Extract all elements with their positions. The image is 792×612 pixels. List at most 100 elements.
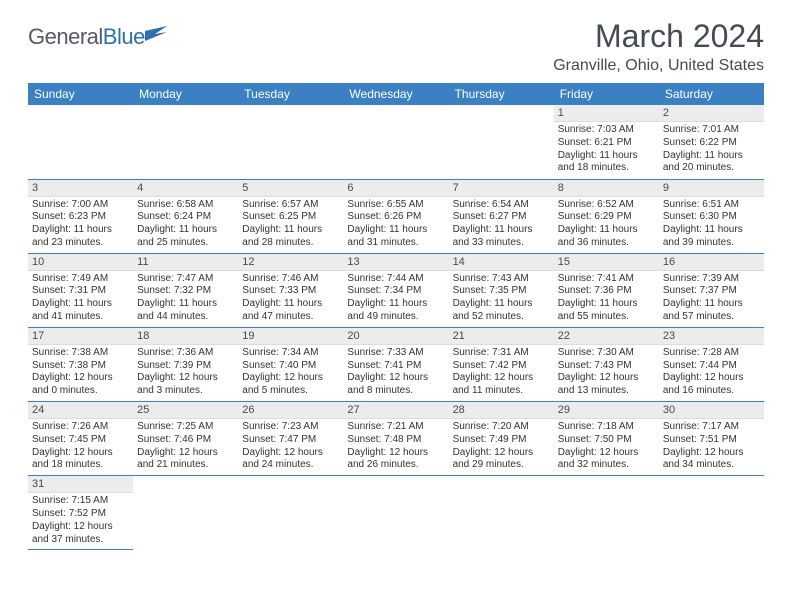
daylight-text: Daylight: 12 hours and 21 minutes. bbox=[137, 447, 234, 473]
day-info: Sunrise: 7:03 AMSunset: 6:21 PMDaylight:… bbox=[554, 122, 659, 178]
sunset-text: Sunset: 7:37 PM bbox=[663, 285, 760, 298]
day-info: Sunrise: 7:23 AMSunset: 7:47 PMDaylight:… bbox=[238, 419, 343, 475]
sunset-text: Sunset: 6:26 PM bbox=[347, 211, 444, 224]
sunrise-text: Sunrise: 7:30 AM bbox=[558, 347, 655, 360]
sunrise-text: Sunrise: 7:39 AM bbox=[663, 273, 760, 286]
sunrise-text: Sunrise: 6:58 AM bbox=[137, 199, 234, 212]
daylight-text: Daylight: 12 hours and 3 minutes. bbox=[137, 372, 234, 398]
day-info: Sunrise: 7:36 AMSunset: 7:39 PMDaylight:… bbox=[133, 345, 238, 401]
daylight-text: Daylight: 11 hours and 41 minutes. bbox=[32, 298, 129, 324]
weekday-header: Sunday bbox=[28, 83, 133, 105]
daylight-text: Daylight: 12 hours and 11 minutes. bbox=[453, 372, 550, 398]
day-number: 24 bbox=[28, 402, 133, 419]
day-number: 9 bbox=[659, 180, 764, 197]
day-info: Sunrise: 7:01 AMSunset: 6:22 PMDaylight:… bbox=[659, 122, 764, 178]
daylight-text: Daylight: 12 hours and 16 minutes. bbox=[663, 372, 760, 398]
weekday-header: Wednesday bbox=[343, 83, 448, 105]
calendar-day-cell: 8Sunrise: 6:52 AMSunset: 6:29 PMDaylight… bbox=[554, 179, 659, 253]
daylight-text: Daylight: 11 hours and 47 minutes. bbox=[242, 298, 339, 324]
calendar-day-cell: 5Sunrise: 6:57 AMSunset: 6:25 PMDaylight… bbox=[238, 179, 343, 253]
logo: GeneralBlue bbox=[28, 18, 169, 50]
sunrise-text: Sunrise: 7:20 AM bbox=[453, 421, 550, 434]
sunrise-text: Sunrise: 7:49 AM bbox=[32, 273, 129, 286]
day-number: 28 bbox=[449, 402, 554, 419]
sunrise-text: Sunrise: 6:57 AM bbox=[242, 199, 339, 212]
day-info: Sunrise: 7:46 AMSunset: 7:33 PMDaylight:… bbox=[238, 271, 343, 327]
sunrise-text: Sunrise: 7:41 AM bbox=[558, 273, 655, 286]
day-number: 18 bbox=[133, 328, 238, 345]
day-number: 26 bbox=[238, 402, 343, 419]
daylight-text: Daylight: 12 hours and 18 minutes. bbox=[32, 447, 129, 473]
daylight-text: Daylight: 11 hours and 49 minutes. bbox=[347, 298, 444, 324]
daylight-text: Daylight: 12 hours and 26 minutes. bbox=[347, 447, 444, 473]
calendar-day-cell: 18Sunrise: 7:36 AMSunset: 7:39 PMDayligh… bbox=[133, 327, 238, 401]
day-info: Sunrise: 7:26 AMSunset: 7:45 PMDaylight:… bbox=[28, 419, 133, 475]
day-number: 2 bbox=[659, 105, 764, 122]
day-number: 31 bbox=[28, 476, 133, 493]
daylight-text: Daylight: 11 hours and 39 minutes. bbox=[663, 224, 760, 250]
sunrise-text: Sunrise: 7:21 AM bbox=[347, 421, 444, 434]
weekday-header: Thursday bbox=[449, 83, 554, 105]
sunset-text: Sunset: 7:50 PM bbox=[558, 434, 655, 447]
calendar-day-cell: .. bbox=[343, 476, 448, 550]
sunset-text: Sunset: 6:25 PM bbox=[242, 211, 339, 224]
calendar-week-row: 17Sunrise: 7:38 AMSunset: 7:38 PMDayligh… bbox=[28, 327, 764, 401]
calendar-day-cell: 25Sunrise: 7:25 AMSunset: 7:46 PMDayligh… bbox=[133, 402, 238, 476]
sunset-text: Sunset: 7:46 PM bbox=[137, 434, 234, 447]
sunrise-text: Sunrise: 7:33 AM bbox=[347, 347, 444, 360]
sunset-text: Sunset: 7:51 PM bbox=[663, 434, 760, 447]
calendar-day-cell: 14Sunrise: 7:43 AMSunset: 7:35 PMDayligh… bbox=[449, 253, 554, 327]
sunrise-text: Sunrise: 7:47 AM bbox=[137, 273, 234, 286]
month-title: March 2024 bbox=[553, 18, 764, 55]
sunset-text: Sunset: 6:30 PM bbox=[663, 211, 760, 224]
calendar-day-cell: 16Sunrise: 7:39 AMSunset: 7:37 PMDayligh… bbox=[659, 253, 764, 327]
sunset-text: Sunset: 7:43 PM bbox=[558, 360, 655, 373]
calendar-day-cell: .. bbox=[554, 476, 659, 550]
day-number: 17 bbox=[28, 328, 133, 345]
calendar-day-cell: 29Sunrise: 7:18 AMSunset: 7:50 PMDayligh… bbox=[554, 402, 659, 476]
day-info: Sunrise: 6:54 AMSunset: 6:27 PMDaylight:… bbox=[449, 197, 554, 253]
day-number: 1 bbox=[554, 105, 659, 122]
calendar-week-row: 3Sunrise: 7:00 AMSunset: 6:23 PMDaylight… bbox=[28, 179, 764, 253]
calendar-day-cell: 3Sunrise: 7:00 AMSunset: 6:23 PMDaylight… bbox=[28, 179, 133, 253]
sunset-text: Sunset: 7:49 PM bbox=[453, 434, 550, 447]
logo-text: GeneralBlue bbox=[28, 24, 145, 50]
title-block: March 2024 Granville, Ohio, United State… bbox=[553, 18, 764, 75]
calendar-day-cell: 15Sunrise: 7:41 AMSunset: 7:36 PMDayligh… bbox=[554, 253, 659, 327]
day-info: Sunrise: 7:21 AMSunset: 7:48 PMDaylight:… bbox=[343, 419, 448, 475]
day-info: Sunrise: 7:15 AMSunset: 7:52 PMDaylight:… bbox=[28, 493, 133, 549]
day-info: Sunrise: 6:57 AMSunset: 6:25 PMDaylight:… bbox=[238, 197, 343, 253]
calendar-day-cell: 21Sunrise: 7:31 AMSunset: 7:42 PMDayligh… bbox=[449, 327, 554, 401]
sunset-text: Sunset: 7:52 PM bbox=[32, 508, 129, 521]
sunset-text: Sunset: 7:33 PM bbox=[242, 285, 339, 298]
calendar-day-cell: 12Sunrise: 7:46 AMSunset: 7:33 PMDayligh… bbox=[238, 253, 343, 327]
sunrise-text: Sunrise: 7:34 AM bbox=[242, 347, 339, 360]
daylight-text: Daylight: 11 hours and 25 minutes. bbox=[137, 224, 234, 250]
calendar-day-cell: 24Sunrise: 7:26 AMSunset: 7:45 PMDayligh… bbox=[28, 402, 133, 476]
sunset-text: Sunset: 6:29 PM bbox=[558, 211, 655, 224]
calendar-week-row: 31Sunrise: 7:15 AMSunset: 7:52 PMDayligh… bbox=[28, 476, 764, 550]
day-info: Sunrise: 6:52 AMSunset: 6:29 PMDaylight:… bbox=[554, 197, 659, 253]
sunrise-text: Sunrise: 7:17 AM bbox=[663, 421, 760, 434]
weekday-header-row: Sunday Monday Tuesday Wednesday Thursday… bbox=[28, 83, 764, 105]
calendar-week-row: 24Sunrise: 7:26 AMSunset: 7:45 PMDayligh… bbox=[28, 402, 764, 476]
sunset-text: Sunset: 7:39 PM bbox=[137, 360, 234, 373]
day-number: 12 bbox=[238, 254, 343, 271]
sunrise-text: Sunrise: 7:31 AM bbox=[453, 347, 550, 360]
daylight-text: Daylight: 11 hours and 57 minutes. bbox=[663, 298, 760, 324]
page-header: GeneralBlue March 2024 Granville, Ohio, … bbox=[28, 18, 764, 75]
day-info: Sunrise: 7:17 AMSunset: 7:51 PMDaylight:… bbox=[659, 419, 764, 475]
calendar-day-cell: 7Sunrise: 6:54 AMSunset: 6:27 PMDaylight… bbox=[449, 179, 554, 253]
calendar-day-cell: 22Sunrise: 7:30 AMSunset: 7:43 PMDayligh… bbox=[554, 327, 659, 401]
daylight-text: Daylight: 12 hours and 0 minutes. bbox=[32, 372, 129, 398]
calendar-day-cell: .. bbox=[343, 105, 448, 179]
weekday-header: Friday bbox=[554, 83, 659, 105]
day-info: Sunrise: 7:43 AMSunset: 7:35 PMDaylight:… bbox=[449, 271, 554, 327]
sunset-text: Sunset: 6:24 PM bbox=[137, 211, 234, 224]
day-number: 23 bbox=[659, 328, 764, 345]
sunset-text: Sunset: 7:47 PM bbox=[242, 434, 339, 447]
day-number: 7 bbox=[449, 180, 554, 197]
sunset-text: Sunset: 7:48 PM bbox=[347, 434, 444, 447]
sunset-text: Sunset: 7:41 PM bbox=[347, 360, 444, 373]
calendar-day-cell: 9Sunrise: 6:51 AMSunset: 6:30 PMDaylight… bbox=[659, 179, 764, 253]
